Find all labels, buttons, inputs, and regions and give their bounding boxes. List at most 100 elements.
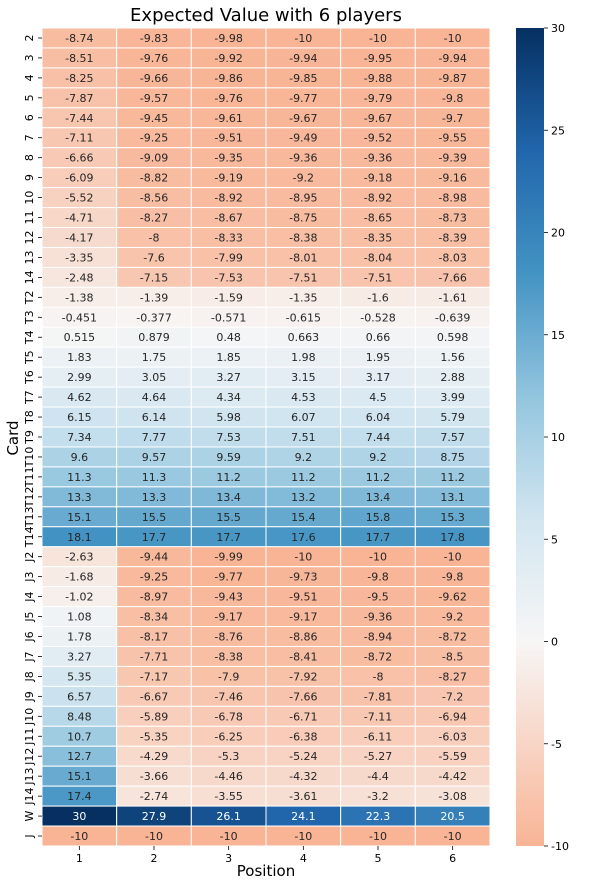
colorbar-gradient [516, 28, 544, 846]
cell-value-label: 17.7 [366, 531, 391, 544]
cell-value-label: 9.2 [295, 451, 313, 464]
y-tick-label: T9 [23, 430, 36, 445]
cell-value-label: 17.6 [291, 531, 316, 544]
cell-value-label: -8.72 [364, 650, 392, 663]
y-tick-label: T14 [23, 526, 36, 548]
cell-value-label: 7.57 [440, 431, 465, 444]
cell-value-label: -9.17 [214, 611, 242, 624]
cell-value-label: 30 [72, 810, 86, 823]
cell-value-label: -8.33 [214, 231, 242, 244]
cell-value-label: -9.99 [214, 551, 242, 564]
cell-value-label: -7.92 [289, 670, 317, 683]
y-tick-label: T4 [23, 330, 36, 345]
cell-value-label: 5.98 [216, 411, 241, 424]
cell-value-label: -9.36 [364, 152, 392, 165]
cell-value-label: -0.377 [136, 311, 171, 324]
cell-value-label: 0.66 [366, 331, 391, 344]
cell-value-label: -4.32 [289, 770, 317, 783]
cell-value-label: -8 [373, 670, 384, 683]
y-tick-label: T13 [23, 506, 36, 528]
cell-value-label: -5.52 [65, 192, 93, 205]
cell-value-label: -8.86 [289, 631, 317, 644]
cell-value-label: 0.515 [64, 331, 96, 344]
cell-value-label: -9.98 [214, 32, 242, 45]
cell-value-label: -9.67 [364, 112, 392, 125]
cell-value-label: -9.16 [438, 172, 466, 185]
cell-value-label: -7.71 [140, 650, 168, 663]
cell-value-label: -8.51 [65, 52, 93, 65]
cell-value-label: -8.98 [438, 192, 466, 205]
cell-value-label: -8.41 [289, 650, 317, 663]
colorbar-tick-label: 5 [551, 533, 558, 546]
cell-value-label: 3.99 [440, 391, 465, 404]
cell-value-label: 12.7 [67, 750, 92, 763]
cell-value-label: 2.88 [440, 371, 465, 384]
y-tick-label: J3 [23, 572, 36, 583]
cell-value-label: 15.3 [440, 511, 465, 524]
cell-value-label: -0.639 [435, 311, 470, 324]
cell-value-label: 11.3 [67, 471, 92, 484]
cell-value-label: 10.7 [67, 730, 92, 743]
cell-value-label: -1.59 [214, 291, 242, 304]
cell-value-label: 4.64 [142, 391, 167, 404]
cell-value-label: 1.08 [67, 611, 92, 624]
cell-value-label: 24.1 [291, 810, 316, 823]
cell-value-label: -9.77 [289, 92, 317, 105]
cell-value-label: -9.2 [293, 172, 314, 185]
cell-value-label: -9.25 [140, 571, 168, 584]
cell-value-label: -3.55 [214, 790, 242, 803]
cell-value-label: -6.25 [214, 730, 242, 743]
cell-value-label: -8.39 [438, 231, 466, 244]
cell-value-label: 1.85 [216, 351, 241, 364]
cell-value-label: -7.81 [364, 690, 392, 703]
x-tick-label: 3 [225, 852, 232, 865]
y-axis-ticks: 2 3 4 5 6 7 8 9 10 11 12 13 14 T2 T3 T4 T5 T6 T7 T8 T9 T10T11… [23, 34, 42, 839]
cell-value-label: -9.76 [214, 92, 242, 105]
y-tick-label: 10 [23, 191, 36, 205]
cell-value-label: 0.879 [138, 331, 170, 344]
cell-value-label: -6.67 [140, 690, 168, 703]
cell-value-label: 9.2 [369, 451, 387, 464]
cell-value-label: -8.56 [140, 192, 168, 205]
cell-value-label: -9.95 [364, 52, 392, 65]
cell-value-label: -0.451 [62, 311, 97, 324]
cell-value-label: 13.3 [142, 491, 167, 504]
cell-value-label: -9.17 [289, 611, 317, 624]
cell-value-label: 6.14 [142, 411, 167, 424]
cell-value-label: 4.62 [67, 391, 92, 404]
cell-value-label: -10 [70, 830, 88, 843]
cell-value-label: -9.57 [140, 92, 168, 105]
cell-value-label: 22.3 [366, 810, 391, 823]
cell-value-label: -9.76 [140, 52, 168, 65]
cell-value-label: -9.09 [140, 152, 168, 165]
cell-value-label: -1.35 [289, 291, 317, 304]
cell-value-label: 4.34 [216, 391, 241, 404]
y-tick-label: 9 [23, 174, 36, 181]
cell-value-label: -9.94 [438, 52, 466, 65]
cell-value-label: -8.92 [214, 192, 242, 205]
y-tick-label: T7 [23, 390, 36, 405]
cell-value-label: -8.5 [442, 650, 463, 663]
colorbar-tick-label: 15 [551, 329, 565, 342]
cell-value-label: -9.8 [367, 571, 388, 584]
cell-value-label: -4.29 [140, 750, 168, 763]
cell-value-label: -9.25 [140, 132, 168, 145]
cell-value-label: 0.48 [216, 331, 241, 344]
cell-value-label: 11.3 [142, 471, 167, 484]
cell-value-label: -9.43 [214, 591, 242, 604]
cell-value-label: -7.51 [289, 271, 317, 284]
cell-value-label: -7.51 [364, 271, 392, 284]
x-tick-label: 1 [76, 852, 83, 865]
cell-value-label: 13.4 [216, 491, 241, 504]
cell-value-label: -7.66 [438, 271, 466, 284]
cell-value-label: -8.74 [65, 32, 93, 45]
cell-value-label: -10 [444, 830, 462, 843]
cell-value-label: -8.17 [140, 631, 168, 644]
cell-value-label: -9.67 [289, 112, 317, 125]
cell-value-label: 6.04 [366, 411, 391, 424]
cell-value-label: -9.39 [438, 152, 466, 165]
cell-value-label: 2.99 [67, 371, 92, 384]
cell-value-label: -8.72 [438, 631, 466, 644]
cell-value-label: -2.74 [140, 790, 168, 803]
